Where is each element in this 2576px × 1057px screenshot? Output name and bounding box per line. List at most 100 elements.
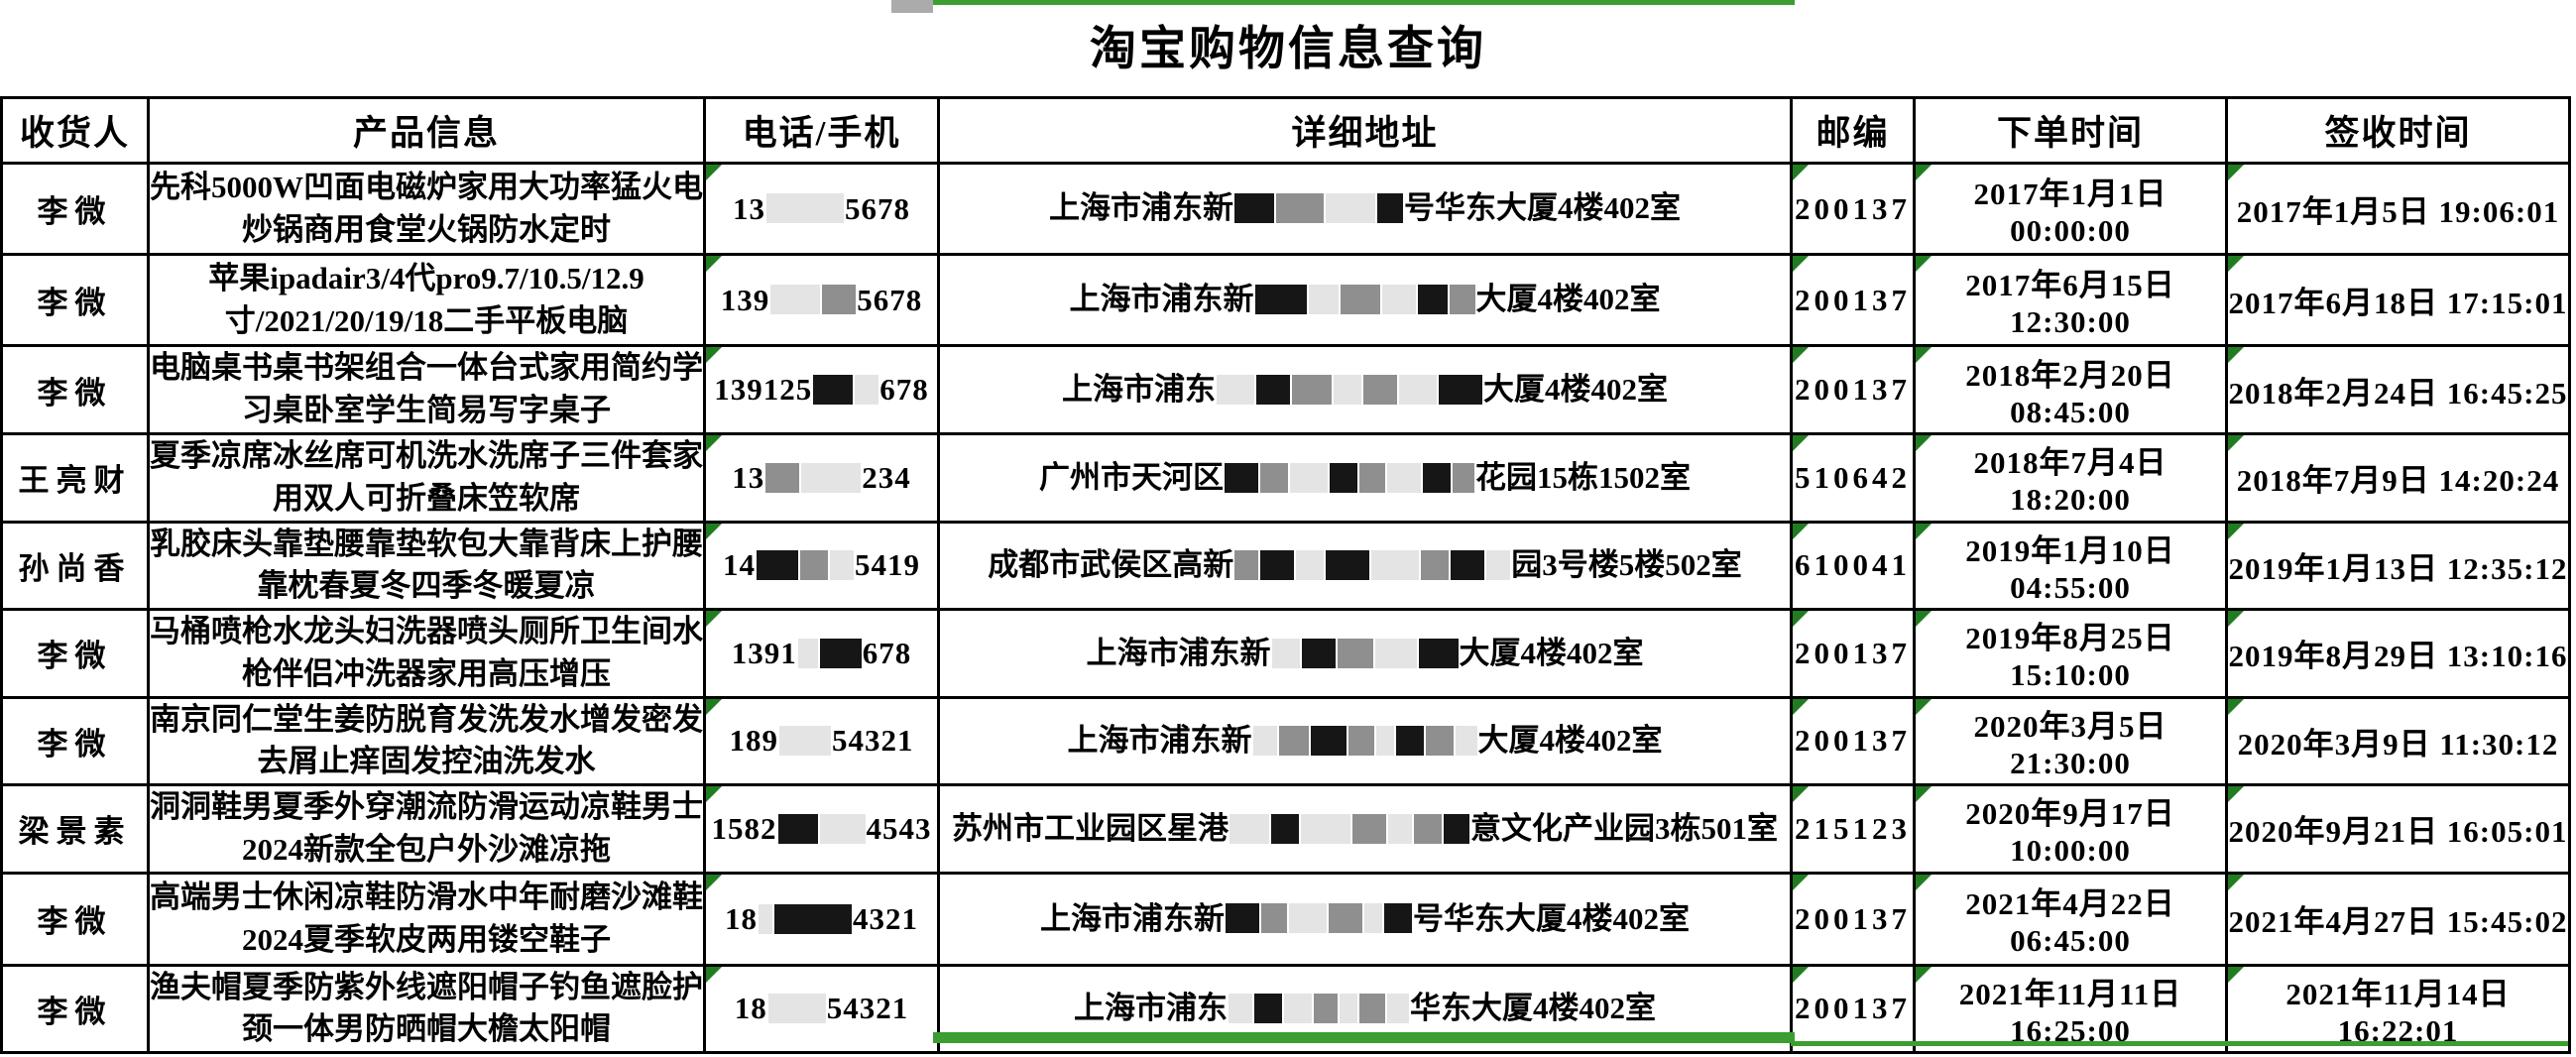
order-time-cell[interactable]: 2017年6月15日 12:30:00 [1913, 253, 2228, 347]
recipient-cell[interactable]: 梁景素 [0, 783, 150, 875]
redaction-box [819, 813, 866, 844]
redaction-box [1381, 285, 1416, 315]
visible-text: 号华东大厦4楼402室 [1413, 900, 1690, 936]
phone-cell[interactable]: 13 5678 [703, 162, 940, 256]
product-cell[interactable]: 洞洞鞋男夏季外穿潮流防滑运动凉鞋男士2024新款全包户外沙滩凉拖 [147, 783, 706, 875]
sign-time-cell[interactable]: 2018年7月9日 14:20:24 [2225, 432, 2571, 524]
sign-time-cell[interactable]: 2018年2月24日 16:45:25 [2225, 344, 2571, 435]
redaction-box [1271, 813, 1299, 844]
product-cell[interactable]: 夏季凉席冰丝席可机洗水洗席子三件套家用双人可折叠床笠软席 [147, 432, 706, 524]
phone-cell[interactable]: 13 234 [703, 432, 940, 524]
col-header-address[interactable]: 详细地址 [937, 96, 1793, 165]
recipient-cell[interactable]: 孙尚香 [0, 520, 150, 612]
phone-cell[interactable]: 139125 678 [703, 344, 940, 435]
postal-cell[interactable]: 200137 [1790, 253, 1916, 347]
visible-text: 花园15栋1502室 [1475, 459, 1691, 495]
product-cell[interactable]: 电脑桌书桌书架组合一体台式家用简约学习桌卧室学生简易写字桌子 [147, 344, 706, 435]
phone-cell[interactable]: 18 54321 [703, 963, 940, 1055]
phone-cell[interactable]: 189 54321 [703, 695, 940, 787]
postal-cell[interactable]: 200137 [1790, 608, 1916, 699]
visible-text: 14 [723, 547, 756, 583]
product-cell[interactable]: 渔夫帽夏季防紫外线遮阳帽子钓鱼遮脸护颈一体男防晒帽大檐太阳帽 [147, 963, 706, 1055]
col-header-sign-time[interactable]: 签收时间 [2225, 96, 2571, 165]
postal-cell[interactable]: 200137 [1790, 695, 1916, 787]
order-time-cell[interactable]: 2020年9月17日 10:00:00 [1913, 783, 2228, 875]
sign-time-cell[interactable]: 2017年6月18日 17:15:01 [2225, 253, 2571, 347]
recipient-cell[interactable]: 李微 [0, 695, 150, 787]
redaction-box [1329, 903, 1362, 934]
recipient-cell[interactable]: 李微 [0, 344, 150, 435]
postal-cell[interactable]: 215123 [1790, 783, 1916, 875]
sign-time-cell[interactable]: 2019年8月29日 13:10:16 [2225, 608, 2571, 699]
sign-time-cell[interactable]: 2017年1月5日 19:06:01 [2225, 162, 2571, 256]
sign-time-cell[interactable]: 2021年11月14日 16:22:01 [2225, 963, 2571, 1055]
selection-border-bottom [933, 1032, 1795, 1043]
sign-time-cell[interactable]: 2021年4月27日 15:45:02 [2225, 871, 2571, 967]
visible-text: 上海市浦东 [1062, 371, 1216, 407]
address-cell[interactable]: 上海市浦东新 号华东大厦4楼402室 [937, 162, 1793, 256]
sign-time-cell[interactable]: 2019年1月13日 12:35:12 [2225, 520, 2571, 612]
sign-time-cell[interactable]: 2020年9月21日 16:05:01 [2225, 783, 2571, 875]
product-cell[interactable]: 南京同仁堂生姜防脱育发洗发水增发密发去屑止痒固发控油洗发水 [147, 695, 706, 787]
recipient-cell[interactable]: 李微 [0, 162, 150, 256]
phone-cell[interactable]: 139 5678 [703, 253, 940, 347]
col-header-recipient[interactable]: 收货人 [0, 96, 150, 165]
order-time-cell[interactable]: 2020年3月5日 21:30:00 [1913, 695, 2228, 787]
phone-cell[interactable]: 14 5419 [703, 520, 940, 612]
selection-border-top [933, 0, 1795, 5]
recipient-cell[interactable]: 王亮财 [0, 432, 150, 524]
col-header-product[interactable]: 产品信息 [147, 96, 706, 165]
recipient-cell[interactable]: 李微 [0, 871, 150, 967]
redaction-box [1439, 374, 1482, 405]
order-time-cell[interactable]: 2021年4月22日 06:45:00 [1913, 871, 2228, 967]
redaction-box [1229, 994, 1252, 1024]
address-cell[interactable]: 成都市武侯区高新 园3号楼5楼502室 [937, 520, 1793, 612]
recipient-cell[interactable]: 李微 [0, 963, 150, 1055]
recipient-cell[interactable]: 李微 [0, 608, 150, 699]
redaction-box [1451, 550, 1485, 581]
phone-cell[interactable]: 1391 678 [703, 608, 940, 699]
col-header-phone[interactable]: 电话/手机 [703, 96, 940, 165]
order-time-cell[interactable]: 2017年1月1日 00:00:00 [1913, 162, 2228, 256]
address-cell[interactable]: 上海市浦东 大厦4楼402室 [937, 344, 1793, 435]
address-cell[interactable]: 上海市浦东新 号华东大厦4楼402室 [937, 871, 1793, 967]
postal-cell[interactable]: 200137 [1790, 871, 1916, 967]
postal-cell[interactable]: 610041 [1790, 520, 1916, 612]
postal-cell[interactable]: 200137 [1790, 344, 1916, 435]
order-time-cell[interactable]: 2018年7月4日 18:20:00 [1913, 432, 2228, 524]
visible-text: 大厦4楼402室 [1475, 282, 1661, 317]
postal-cell[interactable]: 200137 [1790, 162, 1916, 256]
address-cell[interactable]: 上海市浦东新 大厦4楼402室 [937, 695, 1793, 787]
postal-cell[interactable]: 200137 [1790, 963, 1916, 1055]
product-cell[interactable]: 马桶喷枪水龙头妇洗器喷头厕所卫生间水枪伴侣冲洗器家用高压增压 [147, 608, 706, 699]
address-cell[interactable]: 上海市浦东新 大厦4楼402室 [937, 253, 1793, 347]
product-cell[interactable]: 乳胶床头靠垫腰靠垫软包大靠背床上护腰靠枕春夏冬四季冬暖夏凉 [147, 520, 706, 612]
redaction-box [1234, 550, 1259, 581]
orders-table: 收货人 产品信息 电话/手机 详细地址 邮编 下单时间 签收时间 李微 先科500… [0, 96, 2571, 1055]
phone-cell[interactable]: 18 4321 [703, 871, 940, 967]
redaction-box [1256, 374, 1290, 405]
address-cell[interactable]: 广州市天河区 花园15栋1502室 [937, 432, 1793, 524]
redaction-box [1229, 813, 1269, 844]
redaction-box [1340, 994, 1357, 1024]
visible-text: 4321 [853, 900, 918, 936]
product-cell[interactable]: 苹果ipadair3/4代pro9.7/10.5/12.9寸/2021/20/1… [147, 253, 706, 347]
postal-cell[interactable]: 510642 [1790, 432, 1916, 524]
order-time-cell[interactable]: 2021年11月11日 16:25:00 [1913, 963, 2228, 1055]
col-header-order-time[interactable]: 下单时间 [1913, 96, 2228, 165]
product-cell[interactable]: 高端男士休闲凉鞋防滑水中年耐磨沙滩鞋2024夏季软皮两用镂空鞋子 [147, 871, 706, 967]
col-header-postal[interactable]: 邮编 [1790, 96, 1916, 165]
address-cell[interactable]: 苏州市工业园区星港 意文化产业园3栋501室 [937, 783, 1793, 875]
redaction-box [819, 638, 862, 668]
phone-cell[interactable]: 1582 4543 [703, 783, 940, 875]
sign-time-cell[interactable]: 2020年3月9日 11:30:12 [2225, 695, 2571, 787]
product-cell[interactable]: 先科5000W凹面电磁炉家用大功率猛火电炒锅商用食堂火锅防水定时 [147, 162, 706, 256]
order-time-cell[interactable]: 2018年2月20日 08:45:00 [1913, 344, 2228, 435]
address-cell[interactable]: 上海市浦东新 大厦4楼402室 [937, 608, 1793, 699]
order-time-cell[interactable]: 2019年1月10日 04:55:00 [1913, 520, 2228, 612]
visible-text: 4543 [866, 810, 932, 846]
order-time-cell[interactable]: 2019年8月25日 15:10:00 [1913, 608, 2228, 699]
table-row: 梁景素 洞洞鞋男夏季外穿潮流防滑运动凉鞋男士2024新款全包户外沙滩凉拖 1582 4… [0, 783, 2571, 875]
recipient-cell[interactable]: 李微 [0, 253, 150, 347]
redaction-box [1363, 374, 1397, 405]
